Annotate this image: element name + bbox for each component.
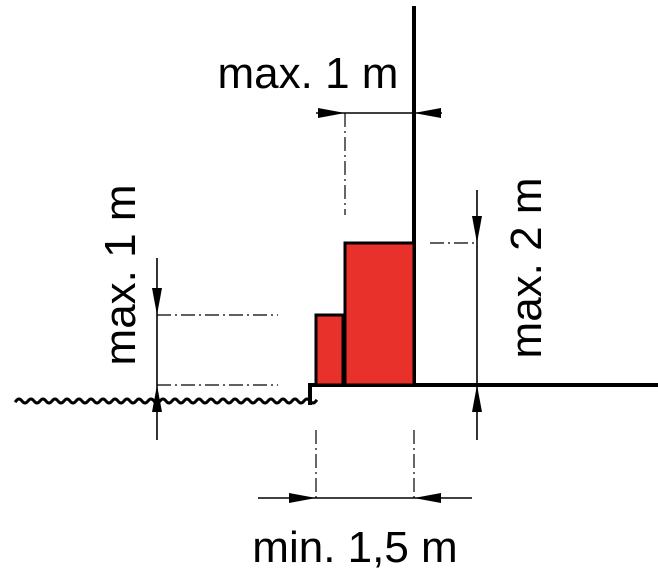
ground-wavy-line — [13, 397, 319, 405]
left-height-label: max. 1 m — [96, 185, 145, 366]
right-height-label: max. 2 m — [502, 178, 551, 359]
small-red-block — [314, 313, 345, 387]
top-arrow-right-icon — [414, 108, 441, 118]
top-width-label: max. 1 m — [218, 49, 399, 98]
right-arrow-top-icon — [472, 216, 482, 243]
left-arrow-bottom-icon — [152, 385, 162, 412]
large-red-block — [343, 241, 416, 387]
top-arrow-left-icon — [318, 108, 345, 118]
right-arrow-bottom-icon — [472, 385, 482, 412]
left-arrow-top-icon — [152, 288, 162, 315]
bottom-arrow-right-icon — [414, 493, 441, 503]
bottom-arrow-left-icon — [289, 493, 316, 503]
bottom-distance-label: min. 1,5 m — [252, 523, 457, 569]
